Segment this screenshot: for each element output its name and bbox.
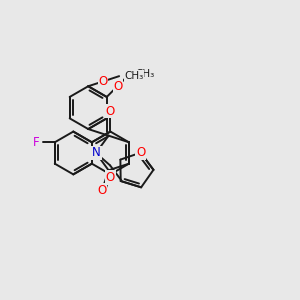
Text: N: N xyxy=(92,146,101,160)
Text: O: O xyxy=(98,184,106,197)
Text: O: O xyxy=(113,80,123,93)
Text: O: O xyxy=(106,171,115,184)
Text: F: F xyxy=(33,136,40,149)
Text: O: O xyxy=(136,146,145,159)
Text: O: O xyxy=(98,75,108,88)
Text: CH₃: CH₃ xyxy=(135,69,154,79)
Text: CH₃: CH₃ xyxy=(124,71,144,81)
Text: O: O xyxy=(106,104,115,118)
